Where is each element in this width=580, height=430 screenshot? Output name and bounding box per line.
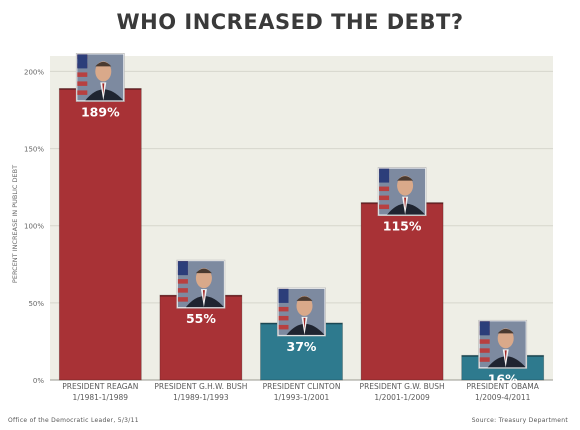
footer-credit: Office of the Democratic Leader, 5/3/11 [8,417,139,424]
y-tick-label: 50% [28,300,44,308]
y-axis-title: PERCENT INCREASE IN PUBLIC DEBT [11,165,19,283]
president-portrait-icon [478,319,528,369]
category-period-label: 1/2001-1/2009 [374,393,430,402]
bar-value-label: 115% [383,219,422,234]
y-axis-ticks: 0% 50% 100% 150% 200% [24,68,44,385]
category-period-label: 1/1989-1/1993 [173,393,229,402]
category-label: PRESIDENT G.W. BUSH [360,382,445,391]
president-portrait-icon [377,167,427,216]
bar [360,202,444,381]
bar-value-label: 55% [186,311,216,326]
category-label: PRESIDENT G.H.W. BUSH [154,382,247,391]
president-portrait-icon [277,287,326,337]
category-label: PRESIDENT REAGAN [62,382,138,391]
category-period-label: 1/1981-1/1989 [73,393,129,402]
president-portrait-icon [176,259,226,309]
category-label: PRESIDENT CLINTON [263,382,341,391]
category-period-label: 1/2009-4/2011 [475,393,531,402]
bars [58,88,545,381]
bar-value-label: 37% [287,339,317,354]
bar [58,88,142,381]
y-tick-label: 150% [24,146,44,154]
category-label: PRESIDENT OBAMA [467,382,540,391]
bar-value-label: 16% [488,371,518,386]
bar-value-label: 189% [81,104,120,119]
y-tick-label: 100% [24,223,44,231]
category-period-label: 1/1993-1/2001 [274,393,330,402]
category-labels: PRESIDENT REAGAN 1/1981-1/1989 PRESIDENT G… [62,382,539,402]
footer-source: Source: Treasury Department [471,417,568,424]
president-portrait-icon [75,53,125,102]
value-labels: 189% 55% 37% 115% 16% [81,104,518,386]
y-tick-label: 200% [24,68,44,76]
bar [159,294,243,381]
y-tick-label: 0% [33,377,44,385]
chart-title: WHO INCREASED THE DEBT? [116,10,464,34]
portraits [75,53,528,369]
